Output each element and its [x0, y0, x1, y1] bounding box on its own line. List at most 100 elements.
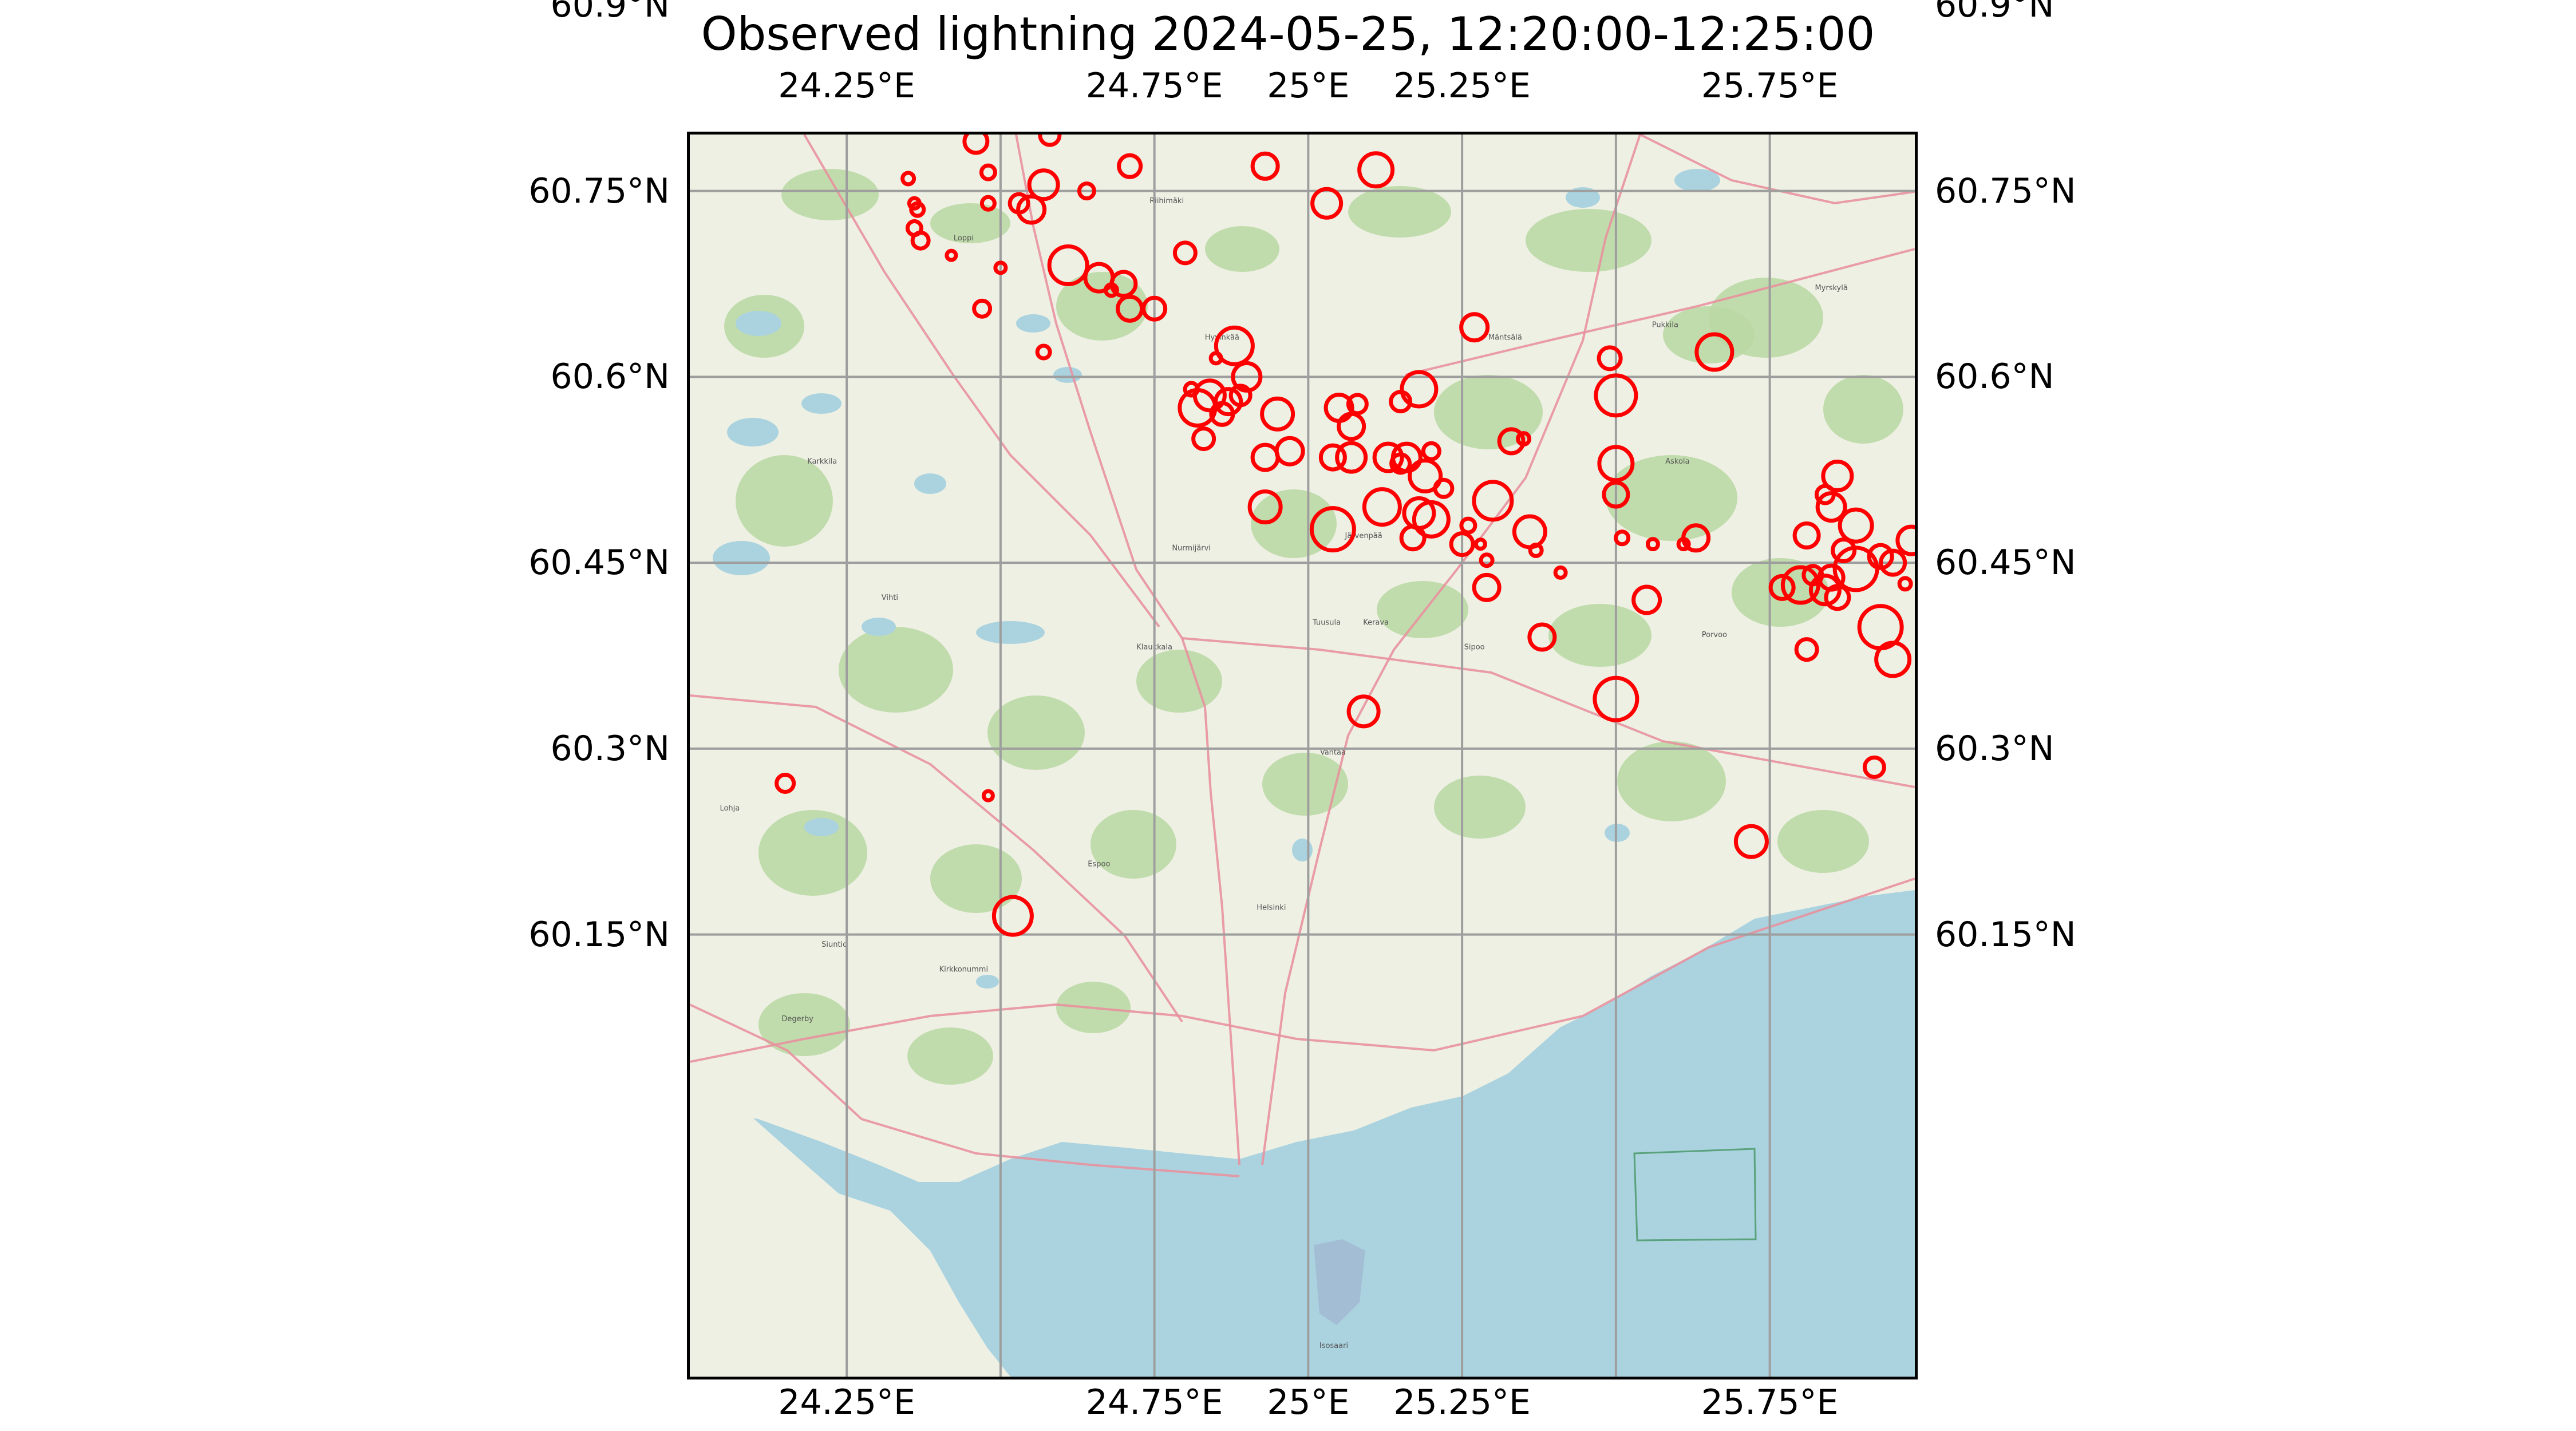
left-latitude-tick-label: 60.45°N [528, 543, 670, 583]
lightning-strike-marker [1038, 135, 1062, 147]
lightning-strike-marker [1250, 151, 1280, 181]
lightning-strike-marker [1479, 552, 1495, 568]
lightning-strike-marker [1528, 542, 1544, 558]
town-labels: HämeenlinnaLahtiRiihimäkiHyvinkääJärvenp… [720, 197, 1847, 1350]
lightning-strike-marker [1824, 584, 1851, 611]
lightning-strike-marker [1247, 489, 1283, 525]
lake [736, 311, 781, 336]
town-label: Karkkila [807, 457, 837, 466]
graticule-grid [690, 135, 1915, 1377]
lightning-strike-marker [1497, 427, 1526, 456]
bottom-longitude-tick-label: 25.25°E [1393, 1382, 1531, 1422]
protected-area-outline [1633, 1148, 1757, 1242]
lightning-strike-marker [1681, 523, 1711, 553]
lightning-strike-marker [1594, 373, 1638, 418]
lightning-strike-marker [1472, 480, 1514, 522]
lightning-strike-marker [1141, 295, 1168, 322]
lightning-strike-marker [979, 195, 997, 212]
lightning-strike-marker [1553, 565, 1568, 580]
lightning-strike-marker [1597, 345, 1623, 371]
forest-patch [1434, 375, 1543, 449]
lightning-strike-marker [981, 789, 995, 803]
lightning-strike-marker [1792, 521, 1821, 550]
road [690, 877, 1915, 1063]
lightning-strike-marker [1879, 548, 1907, 577]
road [1015, 135, 1240, 1165]
town-label: Helsinki [1257, 903, 1286, 912]
right-latitude-tick-label: 60.45°N [1935, 543, 2076, 583]
left-latitude-tick-label: 60.15°N [528, 914, 670, 955]
town-label: Porvoo [1702, 631, 1727, 639]
lightning-strike-marker [1815, 491, 1847, 523]
forest-patch [1617, 741, 1726, 821]
lightning-strike-marker [1768, 574, 1796, 601]
lake [801, 393, 841, 414]
road [1261, 135, 1641, 1165]
lightning-strike-marker [1838, 507, 1874, 544]
forest-patch [839, 627, 953, 713]
lake [976, 621, 1045, 644]
lightning-strike-marker [1399, 524, 1427, 552]
lightning-strike-marker [1614, 529, 1631, 547]
lightning-strike-marker [1631, 584, 1662, 615]
lightning-strike-marker [1228, 384, 1253, 408]
lightning-strike-marker [993, 260, 1008, 275]
forest-patch [781, 169, 879, 220]
town-label: Vantaa [1320, 749, 1346, 757]
bottom-longitude-tick-label: 25°E [1267, 1382, 1350, 1422]
lightning-strike-marker [1357, 151, 1395, 189]
lake [1674, 169, 1720, 192]
town-label: Myrskylä [1815, 284, 1847, 292]
town-label: Tuusula [1312, 618, 1341, 627]
road-network [690, 135, 1915, 1177]
lightning-strike-marker [1372, 441, 1404, 473]
forest-patch [1777, 810, 1869, 873]
lightning-strike-marker [1733, 824, 1769, 859]
lightning-strike-marker [991, 895, 1034, 937]
lightning-strike-marker [1346, 393, 1369, 416]
town-label: Lohja [720, 804, 740, 813]
lightning-strike-marker [1874, 641, 1912, 678]
lightning-strike-marker [1346, 694, 1381, 729]
lightning-strike-marker [1008, 192, 1030, 215]
bottom-longitude-tick-label: 25.75°E [1701, 1382, 1839, 1422]
lightning-strike-marker [1337, 412, 1366, 441]
lightning-strike-marker [1191, 426, 1216, 452]
forest-patch [1262, 753, 1348, 816]
lake-patches [713, 169, 1757, 1325]
lightning-strike-marker [1274, 436, 1305, 467]
forest-patch [1548, 604, 1652, 667]
lightning-strike-marker [1597, 445, 1635, 483]
road [690, 1003, 1240, 1177]
forest-patch [987, 695, 1085, 770]
lightning-strike-marker [1602, 480, 1630, 509]
left-latitude-tick-label: 60.6°N [550, 357, 670, 397]
lightning-strike-marker [1449, 531, 1475, 558]
lightning-strike-marker [1832, 545, 1879, 592]
lightning-strike-marker [979, 163, 997, 181]
town-label: Riihimäki [1149, 197, 1184, 205]
lightning-strike-marker [1362, 487, 1402, 527]
top-longitude-tick-label: 25°E [1267, 66, 1350, 106]
lightning-strike-marker [1862, 755, 1886, 779]
town-label: Kirkkonummi [939, 966, 988, 974]
town-label: Degerby [781, 1015, 813, 1023]
lightning-strike-marker [900, 171, 916, 187]
lightning-strike-marker [1027, 168, 1060, 201]
map-frame[interactable]: HämeenlinnaLahtiRiihimäkiHyvinkääJärvenp… [687, 132, 1918, 1379]
lake [727, 418, 779, 446]
lightning-strike-marker [1047, 244, 1089, 286]
lightning-strike-marker [1016, 194, 1047, 225]
town-label: Loppi [954, 234, 974, 243]
lightning-strike-marker [1831, 537, 1857, 563]
lightning-strike-marker [1103, 282, 1119, 298]
lightning-strike-marker [1408, 458, 1443, 494]
forest-patch [736, 455, 833, 547]
lake [976, 975, 999, 989]
town-label: Kerava [1363, 618, 1389, 627]
lightning-strike-marker [1472, 572, 1502, 602]
forest-patch [1377, 581, 1468, 638]
bottom-longitude-tick-label: 24.25°E [778, 1382, 915, 1422]
lightning-strike-marker [1821, 460, 1854, 493]
lightning-strike-marker [1260, 396, 1295, 432]
